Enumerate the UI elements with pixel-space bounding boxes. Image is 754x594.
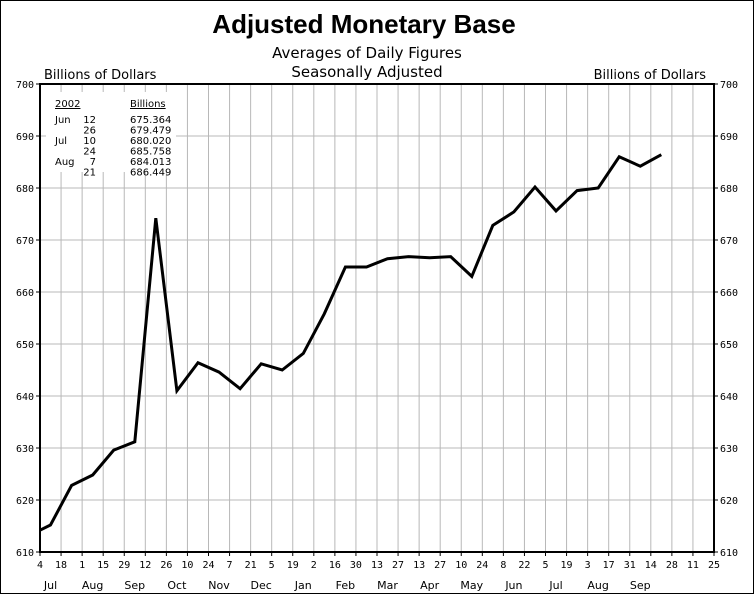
y-tick-label-right: 620: [720, 496, 738, 507]
x-tick-label: 2: [311, 560, 317, 571]
y-tick-label-left: 700: [16, 80, 34, 91]
y-tick-label-left: 620: [16, 496, 34, 507]
x-tick-label: 13: [413, 560, 425, 571]
x-tick-label: 11: [687, 560, 699, 571]
x-tick-label: 17: [603, 560, 615, 571]
x-month-label: Nov: [208, 579, 230, 592]
x-tick-label: 16: [329, 560, 341, 571]
x-tick-label: 8: [500, 560, 506, 571]
x-month-label: Mar: [377, 579, 398, 592]
table-value: 675.364: [130, 115, 171, 126]
y-tick-label-left: 640: [16, 392, 34, 403]
axes: 4 18 1 15 29 12 26 10 24 7 21 5 19 2 16 30 13 27 13 27 10 24 8…: [16, 80, 738, 592]
x-tick-label: 1: [79, 560, 85, 571]
x-tick-label: 10: [181, 560, 193, 571]
x-tick-label: 29: [118, 560, 130, 571]
data-table: 2002 Billions Jun 12 675.364 26 679.479 Jul 10…: [46, 92, 176, 179]
table-day: 7: [90, 157, 96, 168]
y-tick-label-right: 680: [720, 184, 738, 195]
y-axis-label-left: Billions of Dollars: [44, 68, 157, 83]
y-tick-label-left: 690: [16, 132, 34, 143]
y-tick-label-right: 630: [720, 444, 738, 455]
x-month-label: Jun: [504, 579, 522, 592]
table-background: [46, 92, 176, 172]
table-value: 686.449: [130, 168, 171, 179]
table-value: 685.758: [130, 147, 171, 158]
x-tick-label: 19: [561, 560, 573, 571]
y-tick-label-left: 670: [16, 236, 34, 247]
y-tick-label-left: 630: [16, 444, 34, 455]
x-month-label: Sep: [630, 579, 651, 592]
y-tick-label-left: 680: [16, 184, 34, 195]
y-tick-label-right: 650: [720, 340, 738, 351]
x-tick-label: 15: [97, 560, 109, 571]
x-tick-label: 31: [624, 560, 636, 571]
table-year-header: 2002: [55, 99, 80, 110]
table-day: 26: [83, 126, 96, 137]
y-tick-label-right: 700: [720, 80, 738, 91]
x-month-label: Dec: [251, 579, 272, 592]
y-tick-label-right: 660: [720, 288, 738, 299]
table-month: Aug: [55, 157, 75, 168]
table-value: 684.013: [130, 157, 171, 168]
table-day: 12: [83, 115, 96, 126]
x-tick-label: 28: [666, 560, 678, 571]
x-month-label: Oct: [167, 579, 187, 592]
y-tick-label-left: 660: [16, 288, 34, 299]
x-month-label: Feb: [336, 579, 355, 592]
x-month-label: Jul: [548, 579, 562, 592]
x-tick-label: 10: [455, 560, 467, 571]
x-tick-label: 14: [645, 560, 657, 571]
table-day: 24: [83, 147, 96, 158]
x-tick-label: 5: [269, 560, 275, 571]
x-tick-label: 25: [708, 560, 720, 571]
x-tick-label: 13: [371, 560, 383, 571]
table-value-header: Billions: [130, 99, 166, 110]
x-month-label: Sep: [124, 579, 145, 592]
x-tick-label: 21: [245, 560, 257, 571]
x-month-label: Jan: [294, 579, 312, 592]
y-tick-label-right: 690: [720, 132, 738, 143]
table-day: 21: [83, 168, 96, 179]
x-tick-label: 4: [37, 560, 43, 571]
x-month-label: Apr: [420, 579, 440, 592]
x-tick-label: 26: [160, 560, 172, 571]
y-tick-label-left: 610: [16, 548, 34, 559]
table-value: 679.479: [130, 126, 171, 137]
y-tick-label-right: 670: [720, 236, 738, 247]
x-month-label: May: [460, 579, 483, 592]
table-value: 680.020: [130, 136, 171, 147]
y-tick-label-right: 640: [720, 392, 738, 403]
x-tick-label: 7: [227, 560, 233, 571]
x-tick-label: 3: [585, 560, 591, 571]
table-month: Jul: [54, 136, 67, 147]
series-layer: [39, 153, 663, 532]
y-tick-label-right: 610: [720, 548, 738, 559]
x-tick-label: 27: [434, 560, 446, 571]
x-tick-label: 22: [518, 560, 530, 571]
x-tick-label: 12: [139, 560, 151, 571]
x-tick-label: 5: [542, 560, 548, 571]
table-month: Jun: [54, 115, 71, 126]
chart-title: Adjusted Monetary Base: [212, 9, 515, 39]
grid: [40, 84, 714, 552]
x-tick-label: 27: [392, 560, 404, 571]
table-day: 10: [83, 136, 96, 147]
y-tick-label-left: 650: [16, 340, 34, 351]
x-month-label: Jul: [43, 579, 57, 592]
x-tick-label: 24: [202, 560, 214, 571]
x-tick-label: 30: [350, 560, 362, 571]
x-month-label: Aug: [587, 579, 608, 592]
x-tick-label: 19: [287, 560, 299, 571]
chart-subtitle-2: Seasonally Adjusted: [291, 63, 442, 81]
x-tick-label: 18: [55, 560, 67, 571]
chart-subtitle-1: Averages of Daily Figures: [272, 44, 462, 62]
x-month-label: Aug: [82, 579, 103, 592]
y-axis-label-right: Billions of Dollars: [594, 68, 707, 83]
x-tick-label: 24: [476, 560, 488, 571]
series-line: [39, 153, 663, 532]
